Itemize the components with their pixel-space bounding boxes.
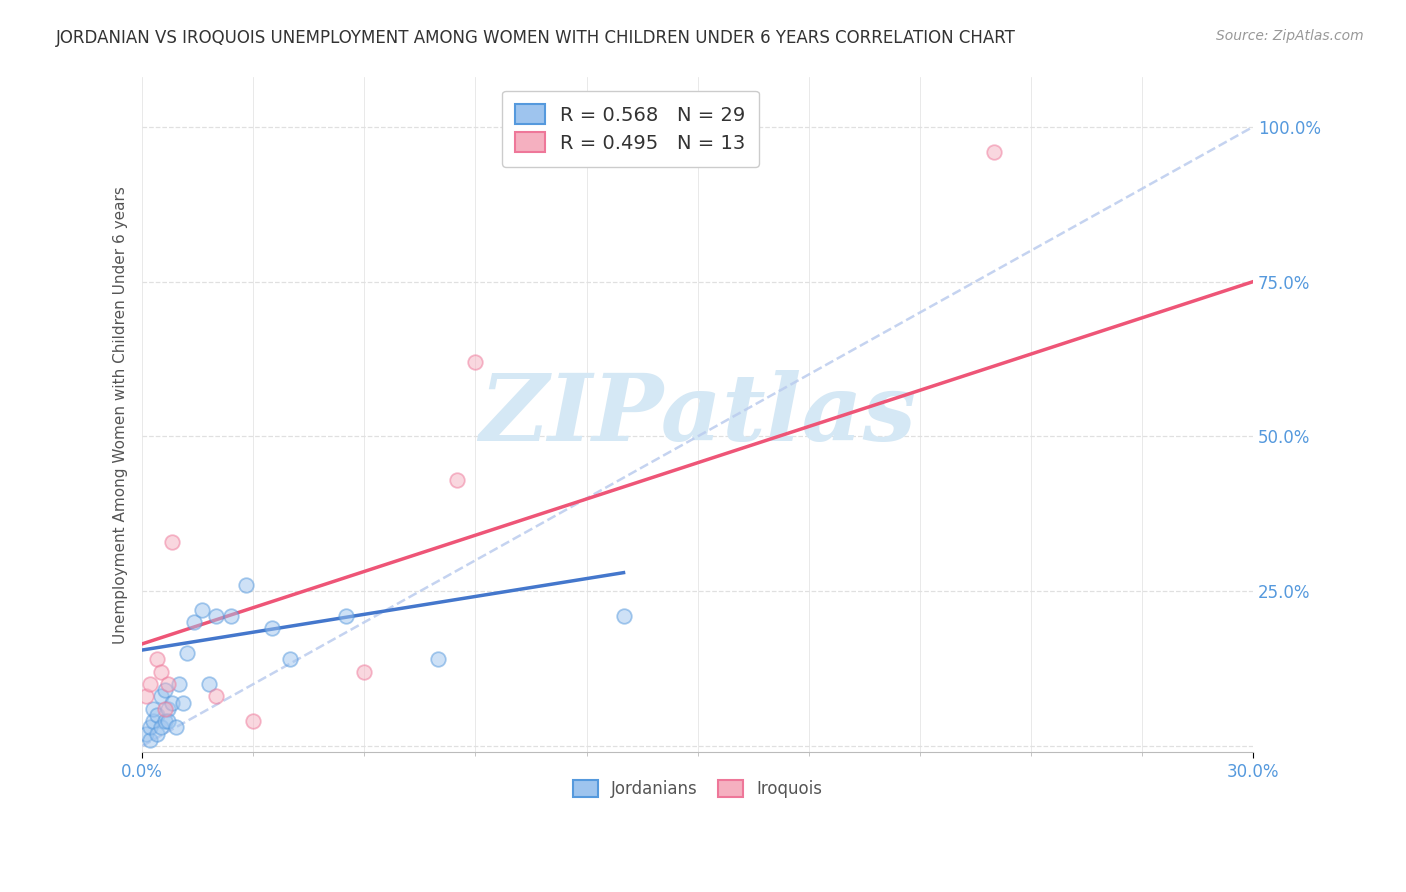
Point — [142, 714, 165, 729]
Point — [446, 473, 468, 487]
Point — [160, 696, 183, 710]
Point — [464, 355, 486, 369]
Point — [205, 690, 228, 704]
Point — [172, 696, 194, 710]
Point — [142, 702, 165, 716]
Point — [160, 534, 183, 549]
Point — [205, 609, 228, 624]
Legend: Jordanians, Iroquois: Jordanians, Iroquois — [567, 773, 830, 805]
Point — [135, 726, 157, 740]
Point — [427, 652, 450, 666]
Point — [157, 702, 180, 716]
Point — [176, 646, 198, 660]
Point — [242, 714, 264, 729]
Point — [260, 621, 283, 635]
Point — [219, 609, 242, 624]
Point — [157, 677, 180, 691]
Point — [146, 726, 169, 740]
Point — [138, 732, 160, 747]
Y-axis label: Unemployment Among Women with Children Under 6 years: Unemployment Among Women with Children U… — [114, 186, 128, 644]
Point — [138, 720, 160, 734]
Point — [149, 690, 172, 704]
Point — [235, 578, 257, 592]
Point — [146, 652, 169, 666]
Point — [153, 683, 176, 698]
Text: Source: ZipAtlas.com: Source: ZipAtlas.com — [1216, 29, 1364, 44]
Text: ZIPatlas: ZIPatlas — [479, 370, 917, 459]
Point — [169, 677, 191, 691]
Point — [157, 714, 180, 729]
Point — [149, 720, 172, 734]
Point — [280, 652, 302, 666]
Text: JORDANIAN VS IROQUOIS UNEMPLOYMENT AMONG WOMEN WITH CHILDREN UNDER 6 YEARS CORRE: JORDANIAN VS IROQUOIS UNEMPLOYMENT AMONG… — [56, 29, 1017, 47]
Point — [153, 714, 176, 729]
Point — [198, 677, 221, 691]
Point — [165, 720, 187, 734]
Point — [135, 690, 157, 704]
Point — [138, 677, 160, 691]
Point — [983, 145, 1005, 159]
Point — [190, 603, 212, 617]
Point — [353, 665, 375, 679]
Point — [183, 615, 205, 629]
Point — [146, 708, 169, 723]
Point — [149, 665, 172, 679]
Point — [153, 702, 176, 716]
Point — [335, 609, 357, 624]
Point — [612, 609, 634, 624]
